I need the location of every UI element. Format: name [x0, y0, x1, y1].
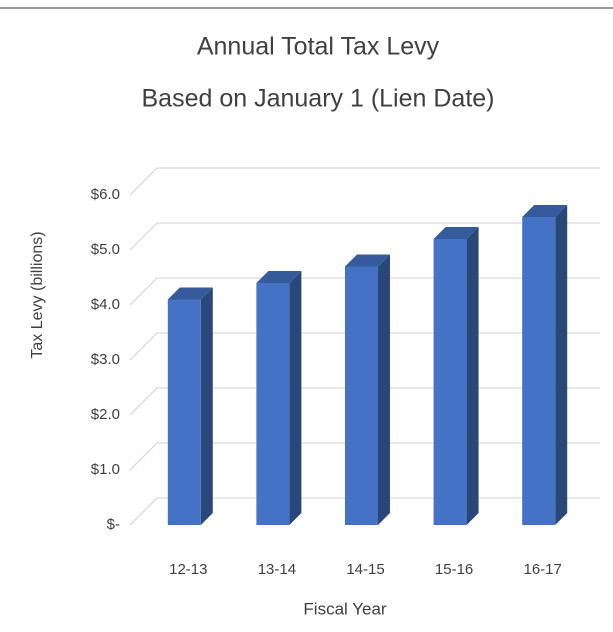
grid-line [129, 167, 600, 196]
bar-side [200, 287, 213, 525]
bar-top [256, 271, 302, 283]
y-tick-label: $6.0 [91, 186, 120, 203]
bar-top [522, 205, 568, 217]
bar-side [289, 271, 302, 525]
x-tick-label: 13-14 [258, 561, 296, 578]
y-tick-label: $1.0 [91, 461, 120, 478]
x-tick-label: 12-13 [169, 561, 207, 578]
y-tick-label: $3.0 [91, 351, 120, 368]
bar [345, 266, 378, 525]
x-tick-label: 15-16 [435, 561, 473, 578]
bar-side [555, 205, 568, 525]
chart-subtitle: Based on January 1 (Lien Date) [142, 85, 495, 113]
x-tick-label: 14-15 [346, 561, 384, 578]
grid-line [129, 222, 600, 251]
chart-title: Annual Total Tax Levy [197, 33, 440, 61]
x-axis-label: Fiscal Year [303, 599, 386, 618]
y-tick-label: $4.0 [91, 296, 120, 313]
y-tick-label: $- [107, 516, 120, 533]
bar [167, 299, 201, 525]
bar-side [378, 254, 390, 525]
bar [256, 283, 290, 525]
bar-top [167, 287, 213, 300]
bar [522, 217, 556, 525]
x-tick-label: 16-17 [524, 561, 562, 578]
bar-top [345, 254, 390, 267]
bar-top [433, 227, 479, 239]
y-tick-label: $2.0 [91, 406, 120, 423]
bar [433, 239, 467, 525]
y-tick-label: $5.0 [91, 241, 120, 258]
y-axis-label: Tax Levy (billions) [29, 231, 46, 358]
bar-side [466, 227, 479, 525]
